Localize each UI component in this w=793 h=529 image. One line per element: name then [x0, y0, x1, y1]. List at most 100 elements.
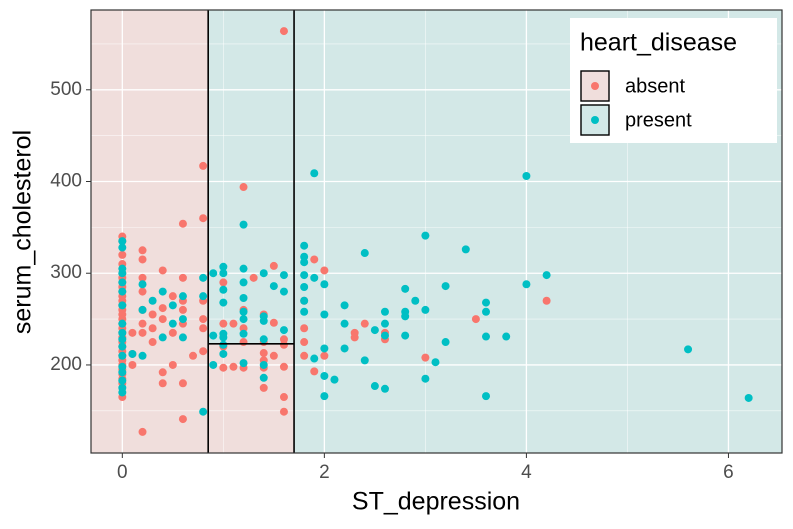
point	[411, 296, 420, 305]
point	[239, 220, 248, 229]
point	[178, 219, 187, 228]
point	[340, 319, 349, 328]
point	[168, 360, 177, 369]
point	[320, 344, 329, 353]
point	[158, 287, 167, 296]
point	[482, 307, 491, 316]
point	[229, 319, 238, 328]
point	[320, 371, 329, 380]
point	[239, 307, 248, 316]
x-axis-label: ST_depression	[352, 488, 520, 516]
point	[178, 415, 187, 424]
point	[310, 354, 319, 363]
point	[138, 255, 147, 264]
point	[259, 383, 268, 392]
point	[199, 324, 208, 333]
y-tick-label: 300	[50, 262, 82, 283]
point	[118, 237, 127, 246]
point	[279, 340, 288, 349]
point	[380, 384, 389, 393]
point	[189, 351, 198, 360]
point	[279, 335, 288, 344]
legend-point	[591, 116, 599, 124]
point	[330, 375, 339, 384]
point	[219, 349, 228, 358]
point	[279, 271, 288, 280]
point	[128, 360, 137, 369]
point	[380, 307, 389, 316]
x-tick-label: 0	[117, 462, 128, 483]
point	[199, 292, 208, 301]
point	[522, 172, 531, 181]
x-tick-label: 2	[319, 462, 330, 483]
point	[209, 360, 218, 369]
point	[259, 349, 268, 358]
point	[259, 373, 268, 382]
point	[118, 368, 127, 377]
point	[300, 296, 309, 305]
y-tick-label: 500	[50, 79, 82, 100]
point	[239, 264, 248, 273]
point	[360, 249, 369, 258]
point	[178, 305, 187, 314]
point	[209, 331, 218, 340]
legend-point	[591, 82, 599, 90]
point	[138, 427, 147, 436]
legend-title: heart_disease	[580, 29, 737, 57]
legend-key	[580, 104, 610, 136]
point	[239, 329, 248, 338]
point	[118, 243, 127, 252]
point	[310, 367, 319, 376]
legend-label: present	[625, 109, 692, 131]
point	[340, 344, 349, 353]
point	[320, 351, 329, 360]
point	[118, 362, 127, 371]
point	[199, 407, 208, 416]
point	[421, 374, 430, 383]
point	[219, 319, 228, 328]
point	[118, 250, 127, 259]
point	[138, 280, 147, 289]
point	[320, 392, 329, 401]
point	[158, 315, 167, 324]
point	[118, 269, 127, 278]
point	[310, 273, 319, 282]
point	[168, 319, 177, 328]
point	[199, 347, 208, 356]
point	[684, 345, 693, 354]
point	[118, 376, 127, 385]
point	[128, 349, 137, 358]
point	[158, 368, 167, 377]
point	[279, 27, 288, 36]
point	[158, 266, 167, 275]
point	[199, 315, 208, 324]
point	[300, 307, 309, 316]
point	[249, 273, 258, 282]
point	[219, 340, 228, 349]
panel-border	[90, 9, 783, 454]
point	[148, 296, 157, 305]
point	[138, 273, 147, 282]
x-tick-label: 4	[521, 462, 532, 483]
point	[310, 255, 319, 264]
point	[300, 282, 309, 291]
point	[118, 335, 127, 344]
point	[148, 324, 157, 333]
point	[502, 332, 511, 341]
point	[128, 328, 137, 337]
point	[118, 388, 127, 397]
point	[168, 301, 177, 310]
point	[360, 319, 369, 328]
point	[461, 245, 470, 254]
point	[219, 298, 228, 307]
point	[138, 287, 147, 296]
point	[300, 271, 309, 280]
x-tick-label: 6	[723, 462, 734, 483]
point	[239, 278, 248, 287]
point	[259, 316, 268, 325]
point	[148, 338, 157, 347]
point	[421, 353, 430, 362]
point	[431, 358, 440, 367]
